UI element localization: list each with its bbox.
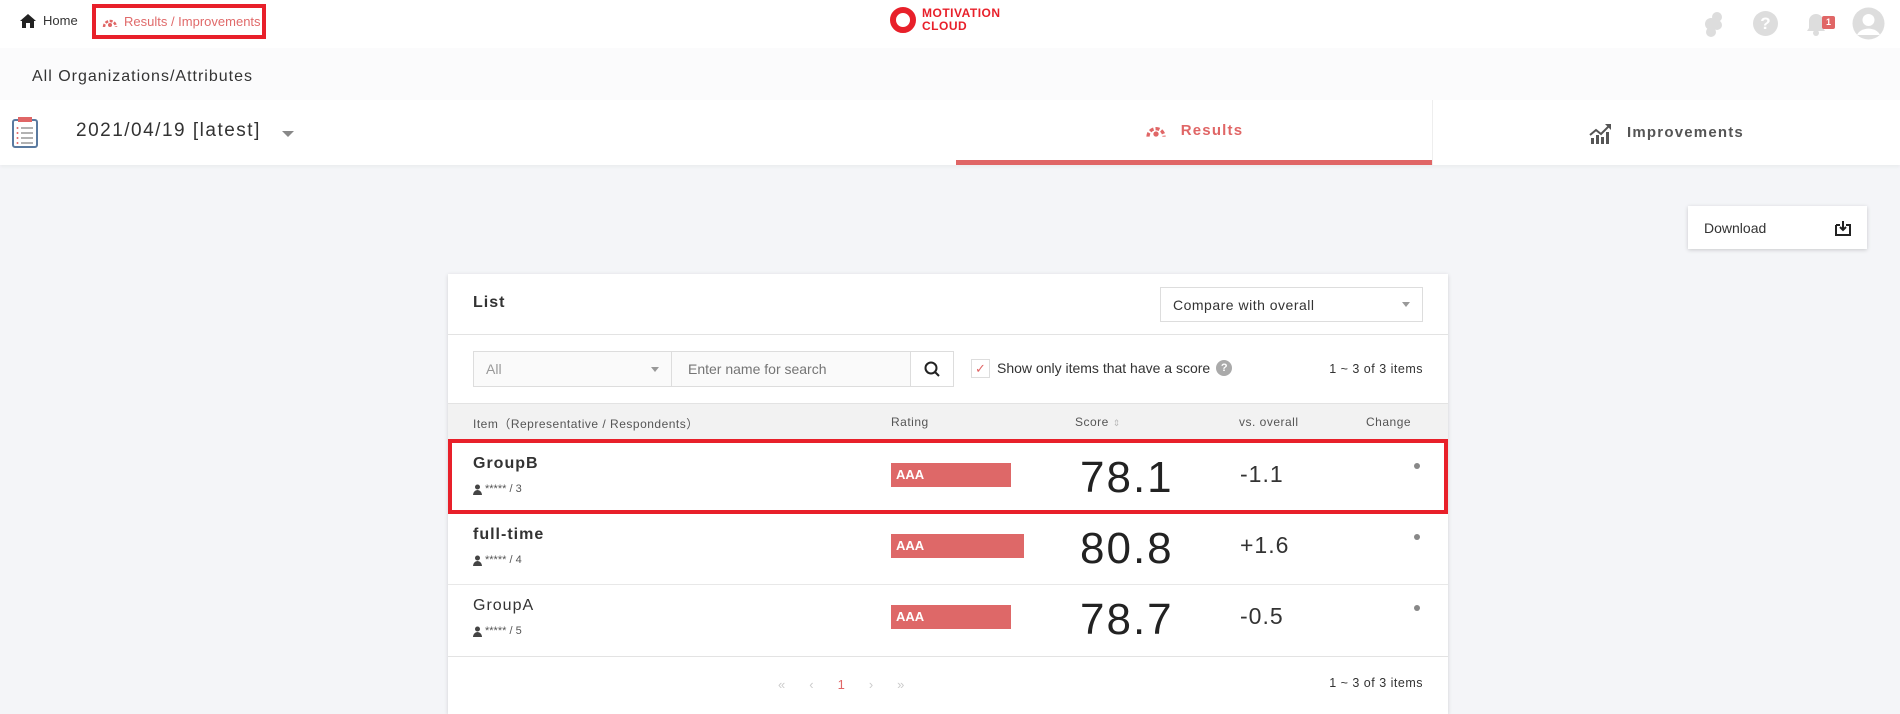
first-page-button[interactable]: « bbox=[778, 677, 786, 692]
org-title[interactable]: All Organizations/Attributes bbox=[32, 68, 253, 85]
column-item: Item（Representative / Respondents） bbox=[473, 417, 699, 431]
search-icon bbox=[924, 361, 940, 377]
avatar[interactable] bbox=[1852, 7, 1885, 40]
search-input[interactable] bbox=[672, 351, 911, 387]
column-vs-overall: vs. overall bbox=[1239, 415, 1299, 429]
checkmark-icon: ✓ bbox=[975, 360, 986, 376]
score-value: 78.1 bbox=[1080, 453, 1174, 502]
logo-text: MOTIVATION bbox=[922, 6, 1001, 20]
table-header: Item（Representative / Respondents） Ratin… bbox=[448, 403, 1448, 442]
bell-icon[interactable] bbox=[1805, 11, 1829, 37]
chevron-down-icon[interactable] bbox=[282, 131, 294, 137]
change-indicator bbox=[1414, 463, 1420, 469]
score-value: 78.7 bbox=[1080, 595, 1174, 644]
tab-bar bbox=[0, 100, 1900, 165]
org-bar bbox=[0, 48, 1900, 100]
home-icon bbox=[20, 13, 36, 28]
tab-label: Results bbox=[1180, 121, 1244, 139]
compare-value: Compare with overall bbox=[1173, 296, 1315, 313]
help-icon[interactable]: ? bbox=[1753, 11, 1778, 36]
person-icon bbox=[473, 484, 482, 495]
prev-page-button[interactable]: ‹ bbox=[809, 677, 814, 692]
gauge-icon bbox=[102, 19, 118, 27]
change-indicator bbox=[1414, 605, 1420, 611]
help-icon[interactable]: ? bbox=[1216, 360, 1233, 376]
logo[interactable]: MOTIVATION CLOUD bbox=[890, 7, 1001, 33]
survey-list-icon bbox=[12, 117, 38, 148]
top-bar bbox=[0, 0, 1900, 48]
search-button[interactable] bbox=[911, 351, 954, 387]
breadcrumb-results-improvements[interactable]: Results / Improvements bbox=[92, 4, 266, 39]
person-icon bbox=[473, 555, 482, 566]
breadcrumb-label: Results / Improvements bbox=[124, 14, 261, 29]
chart-trend-icon bbox=[1589, 123, 1612, 144]
next-page-button[interactable]: › bbox=[868, 677, 874, 692]
score-only-checkbox[interactable]: ✓ bbox=[971, 359, 990, 378]
chevron-down-icon bbox=[1402, 302, 1410, 307]
list-title: List bbox=[473, 294, 506, 311]
vs-overall-value: +1.6 bbox=[1240, 532, 1290, 558]
gauge-icon bbox=[1146, 127, 1166, 137]
logo-text: CLOUD bbox=[922, 19, 968, 33]
item-name[interactable]: full-time bbox=[473, 526, 545, 543]
vs-overall-value: -0.5 bbox=[1240, 603, 1284, 629]
home-link[interactable]: Home bbox=[20, 13, 78, 28]
item-count-bottom: 1 ~ 3 of 3 items bbox=[1329, 676, 1423, 690]
respondents-text: ***** / 4 bbox=[485, 554, 522, 566]
sort-icon[interactable]: ⇕ bbox=[1112, 418, 1121, 428]
respondents: ***** / 3 bbox=[473, 483, 522, 495]
current-page[interactable]: 1 bbox=[837, 677, 845, 692]
highlight-box bbox=[448, 439, 1448, 514]
column-score[interactable]: Score ⇕ bbox=[1075, 415, 1121, 429]
respondents-text: ***** / 5 bbox=[485, 625, 522, 637]
download-icon bbox=[1835, 220, 1851, 236]
score-value: 80.8 bbox=[1080, 524, 1174, 573]
notification-badge: 1 bbox=[1822, 16, 1835, 29]
chevron-down-icon bbox=[651, 366, 659, 372]
checkbox-label[interactable]: Show only items that have a score bbox=[997, 360, 1211, 376]
pagination: « ‹ 1 › » bbox=[778, 677, 904, 692]
person-icon bbox=[473, 626, 482, 637]
logo-ring-icon bbox=[890, 7, 916, 33]
rating-bar: AAA bbox=[891, 605, 1011, 629]
column-change: Change bbox=[1366, 415, 1412, 429]
respondents: ***** / 5 bbox=[473, 625, 522, 637]
vs-overall-value: -1.1 bbox=[1240, 461, 1284, 487]
item-name[interactable]: GroupA bbox=[473, 597, 535, 614]
respondents: ***** / 4 bbox=[473, 554, 522, 566]
column-rating: Rating bbox=[891, 415, 929, 429]
download-label: Download bbox=[1704, 219, 1767, 236]
tab-results[interactable]: Results bbox=[956, 100, 1432, 165]
home-label: Home bbox=[43, 13, 78, 28]
list-card: List Compare with overall All ✓ Show onl… bbox=[448, 274, 1448, 714]
compare-select[interactable]: Compare with overall bbox=[1160, 287, 1423, 322]
survey-date-select[interactable]: 2021/04/19 [latest] bbox=[76, 120, 261, 141]
change-indicator bbox=[1414, 534, 1420, 540]
rating-bar: AAA bbox=[891, 534, 1024, 558]
table-row[interactable]: full-time ***** / 4 AAA 80.8 +1.6 bbox=[448, 513, 1448, 584]
filter-select[interactable]: All bbox=[473, 351, 672, 387]
item-name[interactable]: GroupB bbox=[473, 455, 539, 472]
column-score-label: Score bbox=[1075, 415, 1109, 429]
download-button[interactable]: Download bbox=[1688, 206, 1867, 249]
last-page-button[interactable]: » bbox=[897, 677, 905, 692]
tab-improvements[interactable]: Improvements bbox=[1432, 100, 1900, 165]
item-count: 1 ~ 3 of 3 items bbox=[1329, 362, 1423, 376]
rating-bar: AAA bbox=[891, 463, 1011, 487]
tab-label: Improvements bbox=[1627, 124, 1744, 141]
puzzle-icon[interactable] bbox=[1703, 11, 1725, 37]
filter-value: All bbox=[486, 361, 502, 377]
table-row[interactable]: GroupA ***** / 5 AAA 78.7 -0.5 bbox=[448, 584, 1448, 655]
respondents-text: ***** / 3 bbox=[485, 483, 522, 495]
